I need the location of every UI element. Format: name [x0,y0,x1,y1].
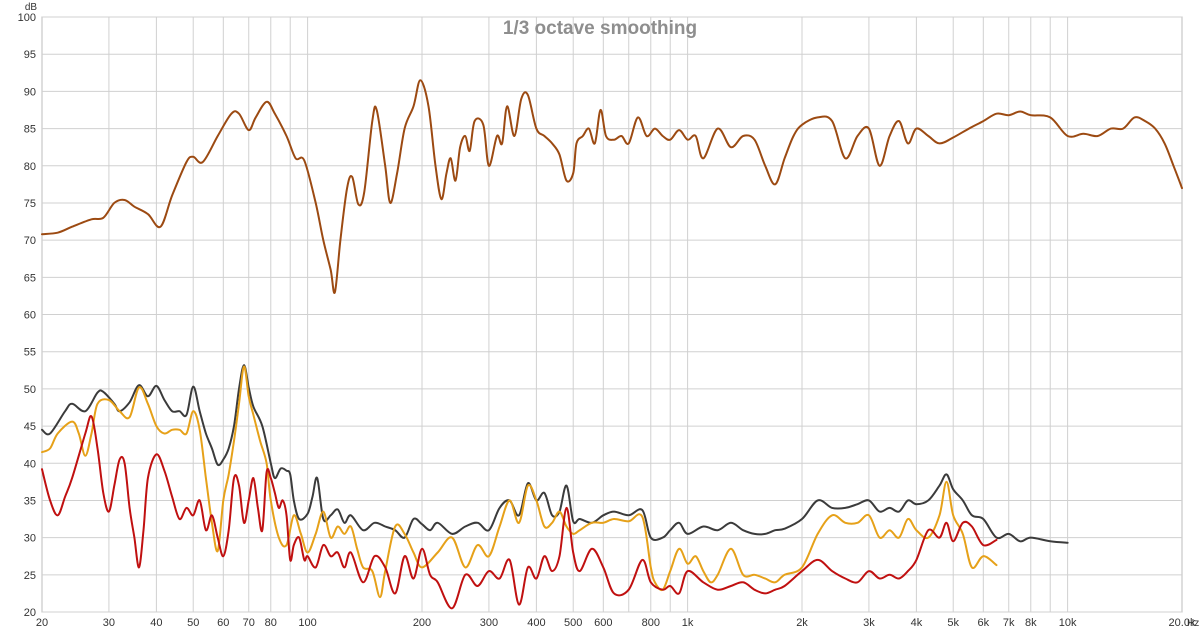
series-line-red [41,414,998,610]
x-tick-label: 500 [564,617,582,629]
series-line-dark-gray [41,364,1069,544]
x-tick-label: 50 [187,617,199,629]
x-tick-label: 6k [977,617,989,629]
y-tick-label: 60 [24,310,36,322]
x-tick-label: 20 [36,617,48,629]
y-tick-label: 45 [24,421,36,433]
y-axis: 20 25 30 35 40 45 50 55 60 65 70 75 80 85 90 95 100 [18,12,36,619]
series-line-orange [41,365,998,599]
y-tick-label: 100 [18,12,36,24]
x-axis-unit: Hz [1187,618,1199,629]
y-tick-label: 20 [24,607,36,619]
x-tick-label: 800 [642,617,660,629]
series-layer [41,79,1183,610]
x-axis: 20 30 40 50 60 70 80 100 200 300 400 500 600 800 1k 2k 3… [36,617,1196,629]
x-tick-label: 300 [480,617,498,629]
y-tick-label: 85 [24,124,36,136]
x-tick-label: 8k [1025,617,1037,629]
y-tick-label: 80 [24,161,36,173]
y-tick-label: 50 [24,384,36,396]
x-tick-label: 5k [947,617,959,629]
x-tick-label: 400 [527,617,545,629]
x-tick-label: 70 [243,617,255,629]
x-tick-label: 20.0k [1169,617,1196,629]
x-tick-label: 3k [863,617,875,629]
x-tick-label: 80 [265,617,277,629]
grid [42,16,1182,613]
y-tick-label: 30 [24,533,36,545]
y-tick-label: 70 [24,235,36,247]
x-tick-label: 600 [594,617,612,629]
y-tick-label: 40 [24,458,36,470]
x-tick-label: 2k [796,617,808,629]
x-tick-label: 200 [413,617,431,629]
x-tick-label: 30 [103,617,115,629]
y-tick-label: 95 [24,49,36,61]
x-tick-label: 1k [682,617,694,629]
chart-title: 1/3 octave smoothing [503,18,697,39]
x-tick-label: 40 [150,617,162,629]
x-tick-label: 7k [1003,617,1015,629]
y-axis-label: dB [25,2,38,13]
x-tick-label: 100 [298,617,316,629]
x-tick-label: 4k [911,617,923,629]
y-tick-label: 35 [24,495,36,507]
series-line-brown [41,79,1183,295]
y-tick-label: 55 [24,347,36,359]
y-tick-label: 65 [24,272,36,284]
y-tick-label: 75 [24,198,36,210]
x-tick-label: 10k [1059,617,1077,629]
y-tick-label: 25 [24,570,36,582]
y-tick-label: 90 [24,86,36,98]
x-tick-label: 60 [217,617,229,629]
